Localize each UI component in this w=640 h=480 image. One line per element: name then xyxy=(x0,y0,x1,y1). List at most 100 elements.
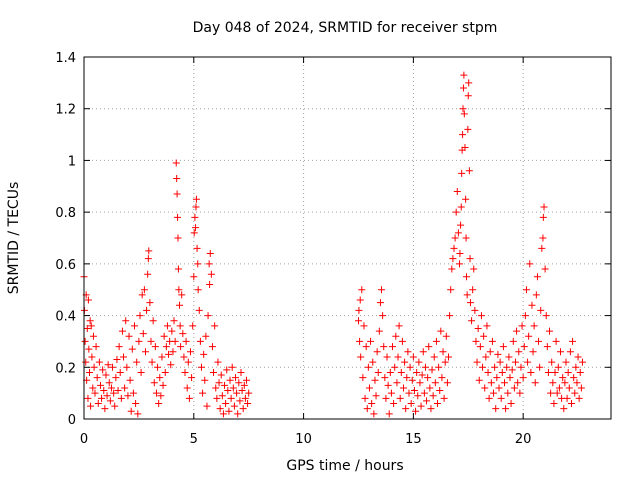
data-point-50 xyxy=(126,376,134,384)
data-point-163 xyxy=(238,387,246,395)
data-point-298 xyxy=(481,384,489,392)
data-point-232 xyxy=(420,389,428,397)
data-point-137 xyxy=(210,368,218,376)
data-point-164 xyxy=(239,405,247,413)
data-point-113 xyxy=(189,322,197,330)
data-point-364 xyxy=(552,337,560,345)
data-point-27 xyxy=(101,405,109,413)
data-point-197 xyxy=(382,394,390,402)
data-point-318 xyxy=(503,363,511,371)
data-point-16 xyxy=(89,332,97,340)
data-point-315 xyxy=(499,343,507,351)
data-point-86 xyxy=(165,350,173,358)
data-point-285 xyxy=(466,299,474,307)
data-point-153 xyxy=(227,394,235,402)
data-point-132 xyxy=(205,260,213,268)
data-point-386 xyxy=(576,368,584,376)
data-point-319 xyxy=(504,389,512,397)
y-tick-label-7: 1.4 xyxy=(55,51,76,66)
data-point-324 xyxy=(509,337,517,345)
data-point-254 xyxy=(445,353,453,361)
data-point-266 xyxy=(457,221,465,229)
data-point-99 xyxy=(175,286,183,294)
data-point-336 xyxy=(522,286,530,294)
data-point-365 xyxy=(553,389,561,397)
y-axis-label: SRMTID / TECUs xyxy=(6,182,22,295)
data-point-270 xyxy=(459,131,467,139)
data-point-71 xyxy=(148,358,156,366)
data-point-276 xyxy=(462,195,470,203)
data-point-90 xyxy=(169,348,177,356)
data-point-6 xyxy=(83,325,91,332)
data-point-149 xyxy=(223,366,231,374)
data-point-287 xyxy=(469,286,477,294)
data-point-325 xyxy=(510,384,518,392)
data-point-260 xyxy=(451,234,459,242)
data-point-141 xyxy=(214,358,222,366)
data-point-48 xyxy=(124,392,132,400)
data-point-143 xyxy=(216,405,224,413)
data-point-311 xyxy=(495,384,503,392)
data-point-227 xyxy=(415,358,423,366)
data-point-288 xyxy=(470,265,478,273)
data-series-srmtid xyxy=(80,71,586,418)
data-point-49 xyxy=(125,332,133,340)
data-point-15 xyxy=(89,384,97,392)
data-point-220 xyxy=(407,399,415,407)
data-point-362 xyxy=(550,399,558,407)
data-point-118 xyxy=(192,203,200,211)
data-point-67 xyxy=(144,255,152,263)
data-point-73 xyxy=(150,379,158,387)
data-point-186 xyxy=(370,410,378,418)
data-point-332 xyxy=(518,322,526,330)
data-point-242 xyxy=(431,379,439,387)
data-point-96 xyxy=(174,213,182,221)
data-point-348 xyxy=(536,363,544,371)
y-tick-label-0: 0 xyxy=(68,413,76,428)
data-point-105 xyxy=(180,353,188,361)
data-point-3 xyxy=(82,358,90,366)
data-point-53 xyxy=(129,389,137,397)
data-point-262 xyxy=(453,187,461,195)
data-point-144 xyxy=(217,371,225,379)
data-point-334 xyxy=(520,343,528,351)
data-point-139 xyxy=(212,384,220,392)
data-point-309 xyxy=(493,374,501,382)
data-point-277 xyxy=(462,234,470,242)
data-point-123 xyxy=(195,306,203,314)
data-point-184 xyxy=(368,399,376,407)
data-point-373 xyxy=(562,358,570,366)
data-point-306 xyxy=(490,389,498,397)
data-point-387 xyxy=(577,384,585,392)
y-tick-label-3: 0.6 xyxy=(55,258,76,273)
data-point-352 xyxy=(539,213,547,221)
data-point-182 xyxy=(365,384,373,392)
data-point-237 xyxy=(426,384,434,392)
data-point-180 xyxy=(363,405,371,413)
data-point-210 xyxy=(396,394,404,402)
data-point-76 xyxy=(154,363,162,371)
data-point-300 xyxy=(483,322,491,330)
data-point-179 xyxy=(362,343,370,351)
data-point-109 xyxy=(184,358,192,366)
y-axis-ticks: 0 0.2 0.4 0.6 0.8 1 1.2 1.4 xyxy=(55,51,611,428)
data-point-200 xyxy=(385,410,393,418)
data-point-117 xyxy=(192,224,200,232)
data-point-291 xyxy=(473,358,481,366)
data-point-169 xyxy=(245,389,253,397)
data-point-278 xyxy=(463,273,471,281)
data-point-271 xyxy=(459,105,467,113)
data-point-205 xyxy=(391,363,399,371)
data-point-187 xyxy=(371,376,379,384)
data-point-116 xyxy=(191,213,199,221)
data-point-230 xyxy=(418,371,426,379)
data-point-175 xyxy=(358,286,366,294)
data-point-165 xyxy=(240,381,248,389)
x-tick-label-0: 0 xyxy=(80,432,88,447)
data-point-340 xyxy=(527,368,535,376)
data-point-274 xyxy=(460,110,468,118)
data-point-108 xyxy=(183,384,191,392)
data-point-10 xyxy=(85,368,93,376)
data-point-74 xyxy=(151,343,159,351)
data-point-381 xyxy=(571,389,579,397)
